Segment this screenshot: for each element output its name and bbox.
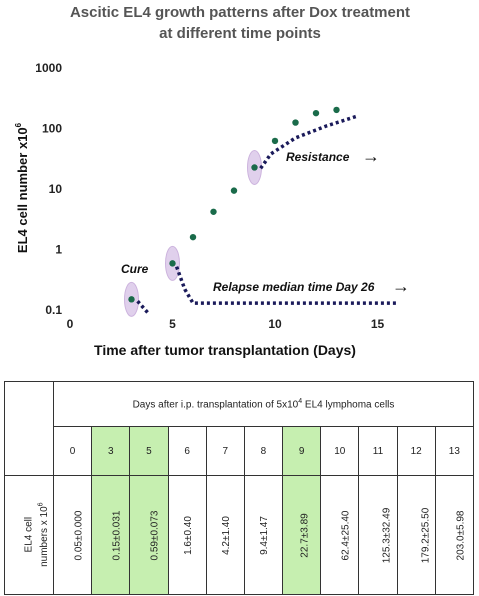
value-cell-day-6: 1.6±0.40 bbox=[167, 475, 207, 595]
y-axis-label-main: EL4 cell number x10 bbox=[15, 127, 30, 253]
value-cell-day-5: 0.59±0.073 bbox=[129, 475, 169, 595]
chart-title-line1: Ascitic EL4 growth patterns after Dox tr… bbox=[70, 4, 410, 21]
data-point-day-13 bbox=[333, 106, 340, 114]
value-cell-day-7: 4.2±1.40 bbox=[205, 475, 245, 595]
row-label-line2: numbers x 10 bbox=[38, 506, 50, 568]
annotation-cure: Cure bbox=[121, 262, 149, 276]
row-label-sup: 6 bbox=[37, 502, 45, 507]
row-label-cell: EL4 cell numbers x 106 bbox=[4, 475, 54, 595]
days-row: 0 3 5 6 7 8 9 10 11 12 13 bbox=[5, 426, 475, 476]
annotation-resistance: Resistance bbox=[286, 150, 350, 164]
y-tick-label-100: 100 bbox=[42, 122, 62, 136]
value-cell-day-8: 9.4±1.47 bbox=[243, 475, 284, 595]
data-point-day-8 bbox=[230, 187, 238, 194]
y-tick-label-1: 1 bbox=[55, 243, 62, 257]
value-cell-day-11: 125.3±32.49 bbox=[358, 475, 398, 595]
table-corner-cell bbox=[4, 381, 54, 476]
value-text: 179.2±25.50 bbox=[419, 507, 431, 563]
day-cell-12: 12 bbox=[396, 426, 436, 476]
y-tick-label-0.1: 0.1 bbox=[45, 303, 62, 317]
value-text: 125.3±32.49 bbox=[381, 507, 393, 563]
day-cell-8: 8 bbox=[243, 426, 284, 476]
row-label-line1: EL4 cell bbox=[23, 517, 35, 553]
data-table: Days after i.p. transplantation of 5x104… bbox=[4, 381, 475, 595]
value-cell-day-13: 203.0±5.98 bbox=[434, 475, 475, 595]
data-point-day-9 bbox=[251, 164, 258, 171]
x-tick-label-10: 10 bbox=[268, 317, 282, 331]
day-cell-11: 11 bbox=[358, 426, 398, 476]
day-cell-6: 6 bbox=[167, 426, 207, 476]
day-cell-5: 5 bbox=[129, 426, 169, 476]
annotation-relapse: Relapse median time Day 26 bbox=[213, 280, 375, 294]
value-cell-day-12: 179.2±25.50 bbox=[396, 475, 436, 595]
value-text: 62.4±25.40 bbox=[340, 510, 352, 560]
trend-line-relapse bbox=[174, 266, 398, 305]
value-cell-day-10: 62.4±25.40 bbox=[320, 475, 360, 595]
table-header: Days after i.p. transplantation of 5x104… bbox=[53, 381, 474, 427]
day-cell-9: 9 bbox=[282, 426, 322, 476]
data-point-day-11 bbox=[292, 119, 299, 126]
y-tick-label-10: 10 bbox=[49, 182, 63, 196]
day-cell-3: 3 bbox=[91, 426, 131, 476]
y-axis-label: EL4 cell number x106 bbox=[14, 122, 30, 253]
y-axis-label-sup: 6 bbox=[14, 122, 23, 127]
day-cell-0: 0 bbox=[52, 426, 93, 476]
value-cell-day-3: 0.15±0.031 bbox=[91, 475, 131, 595]
data-point-day-7 bbox=[210, 208, 217, 215]
data-point-day-6 bbox=[189, 233, 197, 241]
x-tick-label-5: 5 bbox=[169, 317, 176, 331]
value-text: 0.15±0.031 bbox=[111, 510, 123, 560]
chart-title-line2: at different time points bbox=[159, 25, 321, 42]
value-cell-day-0: 0.05±0.000 bbox=[52, 475, 93, 595]
table-header-text: Days after i.p. transplantation of 5x10 bbox=[132, 399, 299, 411]
y-tick-label-1000: 1000 bbox=[35, 61, 62, 75]
relapse-arrow: → bbox=[392, 276, 410, 296]
row-label: EL4 cell numbers x 106 bbox=[24, 503, 51, 568]
trend-line-cure bbox=[136, 300, 150, 314]
x-tick-label-0: 0 bbox=[67, 317, 74, 331]
svg-text:EL4 cell number x106: EL4 cell number x106 bbox=[14, 122, 30, 253]
table-header-tail: EL4 lymphoma cells bbox=[302, 399, 395, 411]
data-point-day-10 bbox=[271, 137, 279, 145]
resistance-arrow: → bbox=[362, 146, 380, 166]
values-row: EL4 cell numbers x 106 0.05±0.000 0.15±0.0… bbox=[4, 475, 475, 595]
trend-line-resistance bbox=[259, 114, 358, 170]
value-text: 203.0±5.98 bbox=[455, 510, 467, 560]
table-header-sup: 4 bbox=[298, 397, 303, 405]
day-cell-7: 7 bbox=[205, 426, 245, 476]
data-point-day-3 bbox=[128, 296, 135, 303]
value-text: 0.59±0.073 bbox=[149, 510, 161, 560]
value-text: 22.7±3.89 bbox=[299, 512, 311, 558]
growth-chart: Ascitic EL4 growth patterns after Dox tr… bbox=[14, 4, 410, 358]
value-text: 9.4±1.47 bbox=[258, 515, 270, 555]
value-text: 4.2±1.40 bbox=[220, 515, 232, 555]
day-cell-10: 10 bbox=[320, 426, 360, 476]
value-text: 0.05±0.000 bbox=[73, 510, 85, 560]
data-point-day-5 bbox=[169, 260, 176, 267]
x-tick-label-15: 15 bbox=[371, 317, 385, 331]
value-cell-day-9: 22.7±3.89 bbox=[282, 475, 322, 595]
data-point-day-12 bbox=[312, 109, 320, 117]
day-cell-13: 13 bbox=[434, 426, 475, 476]
value-text: 1.6±0.40 bbox=[182, 515, 194, 555]
x-axis-label: Time after tumor transplantation (Days) bbox=[94, 342, 356, 358]
